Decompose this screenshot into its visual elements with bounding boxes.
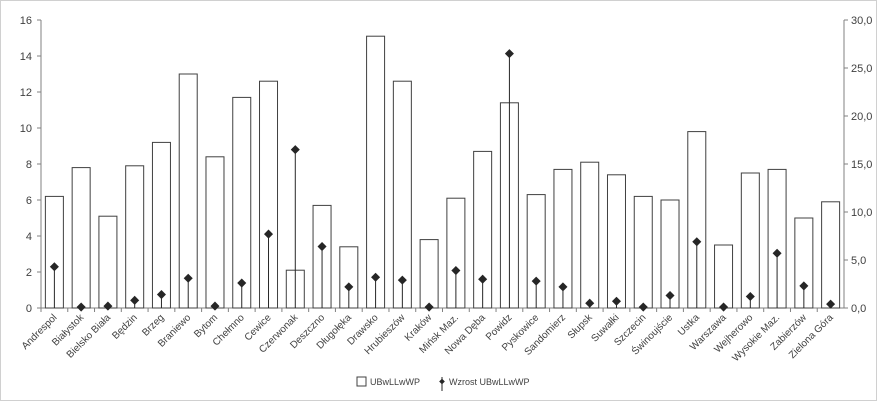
bar-2 xyxy=(98,215,118,309)
bar-1 xyxy=(71,167,91,309)
marker-1 xyxy=(76,302,86,312)
legend-label-bar: UBwLLwWP xyxy=(370,377,420,387)
y-tick-label-left: 14 xyxy=(20,51,32,63)
bar-6 xyxy=(205,156,225,309)
marker-27 xyxy=(772,248,782,258)
y-tick-label-right: 5,0 xyxy=(851,255,866,267)
bar-4 xyxy=(151,141,171,309)
y-tick-label-right: 25,0 xyxy=(851,63,872,75)
y-tick-label-left: 6 xyxy=(26,195,32,207)
y-tick-label-left: 2 xyxy=(26,267,32,279)
marker-18 xyxy=(531,276,541,286)
y-tick-label-right: 0,0 xyxy=(851,303,866,315)
bar-5 xyxy=(178,73,198,309)
marker-6 xyxy=(210,301,220,311)
y-tick-label-left: 16 xyxy=(20,15,32,27)
bar-12 xyxy=(366,35,386,309)
y-tick-label-left: 10 xyxy=(20,123,32,135)
bar-7 xyxy=(232,96,252,309)
y-tick-label-left: 4 xyxy=(26,231,32,243)
bar-22 xyxy=(633,195,653,309)
marker-7 xyxy=(237,278,247,288)
bar-29 xyxy=(821,201,841,309)
y-tick-label-right: 10,0 xyxy=(851,207,872,219)
y-tick-label-left: 0 xyxy=(26,303,32,315)
legend-swatch-marker xyxy=(439,378,445,385)
bar-3 xyxy=(125,165,145,309)
marker-28 xyxy=(799,281,809,291)
y-tick-label-left: 8 xyxy=(26,159,32,171)
marker-3 xyxy=(130,295,140,305)
marker-8 xyxy=(263,229,274,239)
bar-25 xyxy=(714,244,734,309)
marker-9 xyxy=(290,145,300,155)
marker-23 xyxy=(665,290,675,301)
y-tick-label-left: 12 xyxy=(20,87,32,99)
bar-14 xyxy=(419,239,439,309)
marker-4 xyxy=(156,290,166,300)
y-tick-label-right: 20,0 xyxy=(851,111,872,123)
bar-20 xyxy=(580,161,600,309)
y-tick-label-right: 15,0 xyxy=(851,159,872,171)
bar-26 xyxy=(740,172,760,309)
marker-29 xyxy=(826,299,836,309)
marker-10 xyxy=(317,242,327,252)
marker-2 xyxy=(103,301,113,311)
bar-13 xyxy=(392,80,412,309)
y-tick-label-right: 30,0 xyxy=(851,15,872,27)
bar-21 xyxy=(606,174,626,309)
marker-5 xyxy=(183,273,193,283)
legend-swatch-bar xyxy=(356,376,367,387)
legend-label-marker: Wzrost UBwLLwWP xyxy=(449,377,530,387)
